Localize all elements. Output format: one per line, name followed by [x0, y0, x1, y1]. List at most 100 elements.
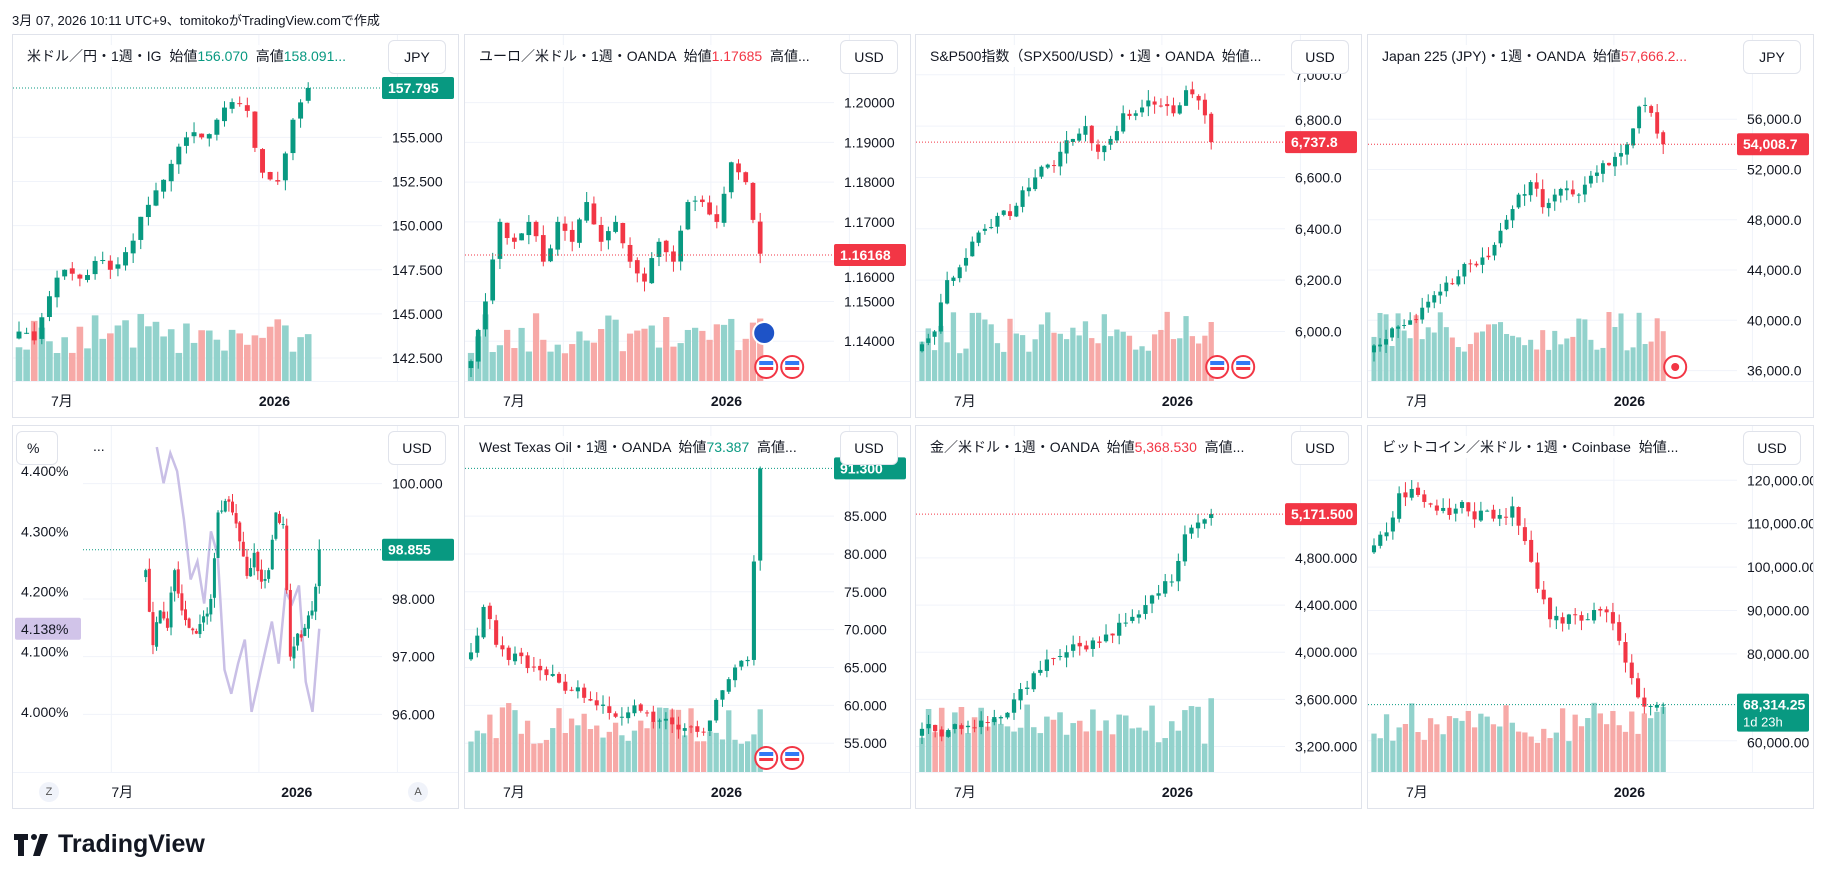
volume-bar [1377, 738, 1383, 772]
volume-bar [1510, 335, 1516, 381]
candle-body [252, 552, 256, 568]
candle-body [202, 616, 206, 623]
chart-panel[interactable]: 7,000.0 6,800.0 6,600.0 6,400.0 6,200.0 6,000… [915, 34, 1362, 418]
currency-button[interactable]: USD [1291, 431, 1349, 465]
volume-bar [1170, 339, 1177, 381]
candle-body [282, 153, 288, 181]
chart-legend-title[interactable]: 金／米ドル・1週・OANDA 始値5,368.530 高値... [928, 436, 1247, 458]
chart-legend-title[interactable]: S&P500指数（SPX500/USD）・1週・OANDA 始値... [928, 45, 1264, 67]
volume-bar [726, 710, 732, 772]
last-price-label-bg [382, 538, 454, 561]
candle-body [1492, 244, 1497, 256]
candle-body [1438, 291, 1443, 296]
volume-bar [274, 319, 282, 381]
volume-bar [1142, 730, 1149, 772]
volume-bar [1566, 741, 1572, 772]
chart-panel[interactable]: 85.000 80.000 75.000 70.000 65.000 60.000 55.0… [464, 425, 911, 809]
percent-scale-button[interactable]: % [16, 431, 58, 465]
volume-bar [1202, 335, 1208, 381]
volume-bar [1175, 730, 1182, 772]
chart-panel[interactable]: 56,000.0 52,000.0 48,000.0 44,000.0 40,000.0… [1367, 34, 1814, 418]
candle-body [1503, 516, 1509, 518]
candle-body [1378, 344, 1382, 347]
currency-button[interactable]: USD [840, 40, 898, 74]
last-price-label: 6,737.8 [1291, 134, 1338, 150]
volume-bar [1095, 343, 1101, 381]
currency-button[interactable]: USD [388, 431, 446, 465]
chart-panel[interactable]: 1.20000 1.19000 1.18000 1.17000 1.16000 1.150… [464, 34, 911, 418]
candle-body [69, 268, 75, 274]
candle-body [176, 146, 182, 165]
volume-bar [1484, 716, 1490, 772]
candle-body [1566, 614, 1571, 624]
candle-body [1585, 619, 1590, 621]
chart-legend-title[interactable]: 米ドル／円・1週・IG 始値156.070 高値158.091... [25, 45, 349, 67]
currency-button[interactable]: USD [840, 431, 898, 465]
volume-bar [1616, 725, 1622, 772]
auto-scale-button[interactable]: A [408, 782, 428, 802]
candle-body [1554, 615, 1559, 621]
candle-body [1039, 166, 1044, 177]
candle-body [1570, 189, 1575, 195]
candle-body [600, 704, 606, 706]
candle-body [562, 223, 568, 231]
volume-bar [751, 734, 757, 772]
candle-body [548, 248, 553, 262]
candle-body [1453, 508, 1458, 514]
legend-segment: ユーロ／米ドル・1週・OANDA 始値 [479, 48, 712, 64]
candle-body [1643, 104, 1648, 106]
chart-panel[interactable]: 120,000.00 110,000.00 100,000.00 90,000.00 8… [1367, 425, 1814, 809]
chart-legend-title[interactable]: ユーロ／米ドル・1週・OANDA 始値1.17685 高値... [477, 45, 812, 67]
candle-body [957, 267, 962, 279]
time-axis-label: 2026 [1162, 393, 1193, 409]
candle-body [607, 706, 612, 713]
volume-bar [1396, 727, 1402, 772]
time-axis-label: 7月 [503, 784, 525, 800]
candle-body [1428, 503, 1433, 505]
currency-button[interactable]: JPY [388, 40, 446, 74]
chart-canvas: 7,000.06,800.06,600.06,400.06,200.06,000… [916, 35, 1361, 409]
y-axis-tick-label: 100.000 [392, 476, 443, 492]
candle-body [1102, 145, 1107, 153]
volume-bar [971, 717, 978, 772]
volume-bar [1149, 705, 1155, 772]
candle-body [1140, 107, 1145, 113]
candle-body [933, 724, 938, 732]
volume-bar [1490, 724, 1497, 772]
candle-body [285, 525, 289, 591]
volume-bar [1201, 743, 1208, 772]
candle-body [1540, 189, 1545, 208]
time-axis-label: 7月 [111, 784, 133, 800]
legend-more-button[interactable]: ... [93, 438, 105, 454]
zoom-scale-button[interactable]: Z [39, 782, 59, 802]
chart-panel[interactable]: 4,800.000 4,400.000 4,000.000 3,600.000 3,20… [915, 425, 1362, 809]
candle-body [1594, 172, 1599, 176]
volume-bar [958, 707, 965, 772]
currency-button[interactable]: USD [1743, 431, 1801, 465]
volume-bar [1208, 698, 1214, 772]
candle-body [1560, 617, 1565, 624]
candle-body [1057, 656, 1063, 658]
candle-body [290, 119, 296, 154]
candle-body [1409, 488, 1414, 498]
volume-bar [742, 338, 749, 381]
volume-bar [1421, 739, 1427, 772]
volume-bar [932, 732, 938, 772]
currency-button[interactable]: USD [1291, 40, 1349, 74]
chart-panel[interactable]: 100.000 98.000 97.000 96.000 4.400% 4.300% 4.2… [12, 425, 459, 809]
tradingview-logo[interactable]: TradingView [14, 830, 205, 859]
candle-body [306, 615, 310, 629]
volume-bar [600, 737, 606, 772]
currency-button[interactable]: JPY [1743, 40, 1801, 74]
candle-body [1397, 493, 1402, 519]
chart-legend-title[interactable]: Japan 225 (JPY)・1週・OANDA 始値57,666.2... [1380, 45, 1690, 67]
chart-legend-title[interactable]: West Texas Oil・1週・OANDA 始値73.387 高値... [477, 436, 799, 458]
candle-body [1169, 581, 1174, 583]
candle-body [234, 513, 238, 524]
candle-body [1573, 614, 1578, 616]
candle-body [657, 720, 662, 722]
volume-bar [1401, 330, 1407, 381]
candle-body [945, 280, 950, 304]
chart-panel[interactable]: 155.000 152.500 150.000 147.500 145.000 142.5… [12, 34, 459, 418]
chart-legend-title[interactable]: ビットコイン／米ドル・1週・Coinbase 始値... [1380, 436, 1681, 458]
